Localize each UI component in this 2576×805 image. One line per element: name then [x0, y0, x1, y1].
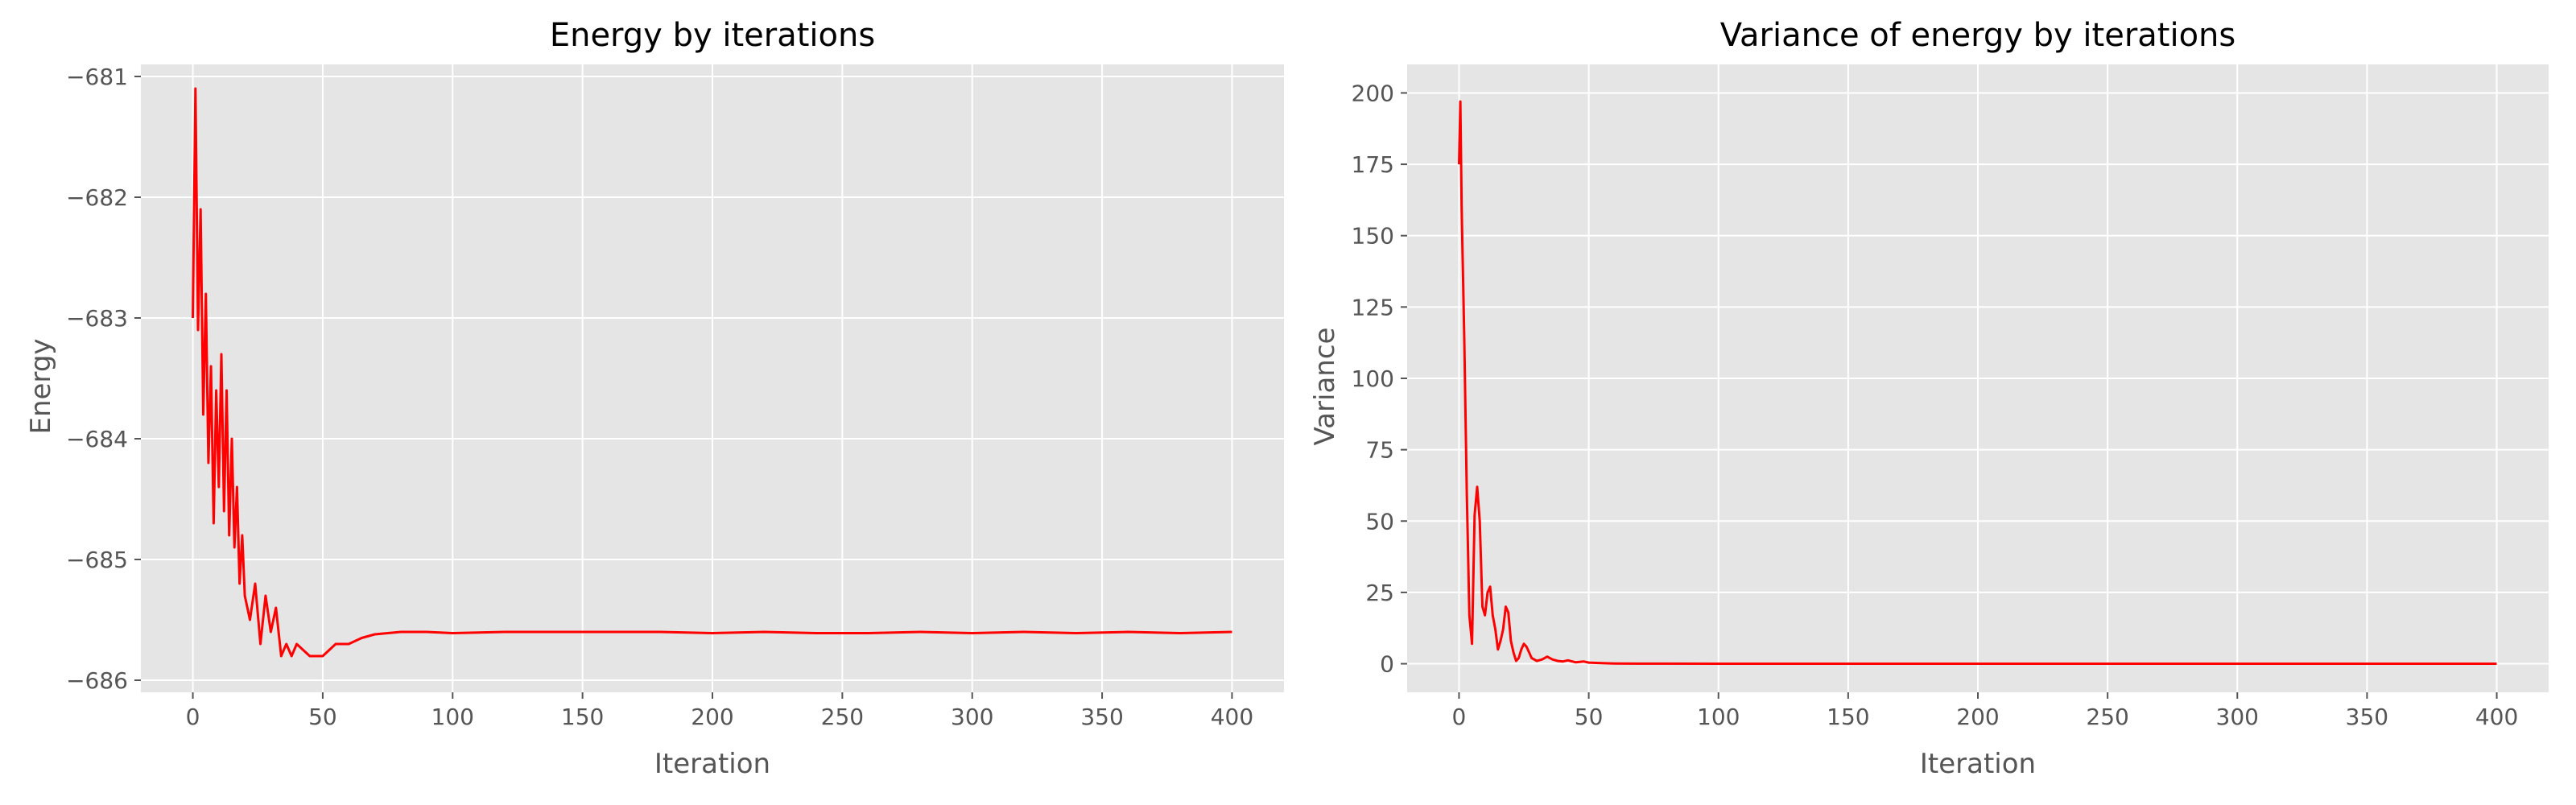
x-tick-label: 0 [1452, 704, 1467, 730]
y-tick-label: 0 [1380, 651, 1394, 678]
variance-chart: Variance of energy by iterations Iterati… [1309, 17, 2549, 780]
y-tick-label: 100 [1352, 365, 1394, 392]
y-tick-label: 25 [1365, 580, 1394, 606]
y-tick-label: 175 [1352, 151, 1394, 178]
x-tick-label: 400 [2475, 704, 2518, 730]
chart-title: Variance of energy by iterations [1720, 17, 2235, 54]
x-tick-label: 250 [821, 704, 864, 730]
x-tick-label: 100 [431, 704, 474, 730]
x-tick-label: 100 [1697, 704, 1740, 730]
y-tick-label: −686 [66, 667, 128, 694]
x-tick-label: 50 [1575, 704, 1604, 730]
y-axis-label: Variance [1309, 328, 1341, 446]
y-tick-label: −684 [66, 426, 128, 452]
y-tick-label: 150 [1352, 223, 1394, 250]
y-tick-label: −683 [66, 305, 128, 332]
y-tick-label: −681 [66, 64, 128, 90]
x-tick-label: 250 [2086, 704, 2128, 730]
x-tick-label: 50 [308, 704, 337, 730]
y-tick-label: 200 [1352, 80, 1394, 106]
x-tick-label: 350 [2346, 704, 2388, 730]
x-tick-label: 200 [691, 704, 733, 730]
x-tick-label: 200 [1956, 704, 1999, 730]
chart-title: Energy by iterations [550, 17, 875, 54]
x-tick-label: 400 [1211, 704, 1253, 730]
y-tick-label: 75 [1365, 437, 1394, 464]
series-line [192, 87, 1232, 658]
x-tick-label: 150 [1827, 704, 1869, 730]
y-tick-label: 125 [1352, 294, 1394, 320]
x-tick-label: 150 [561, 704, 604, 730]
y-axis-label: Energy [25, 338, 57, 434]
x-tick-label: 300 [2216, 704, 2259, 730]
x-tick-label: 300 [951, 704, 993, 730]
energy-chart: Energy by iterations Iteration Energy 0 5… [25, 17, 1284, 780]
x-tick-label: 350 [1080, 704, 1123, 730]
series-line [1458, 100, 2497, 665]
y-tick-label: −682 [66, 184, 128, 211]
x-tick-label: 0 [186, 704, 200, 730]
y-tick-label: −685 [66, 547, 128, 573]
y-tick-label: 50 [1365, 508, 1394, 535]
x-axis-label: Iteration [654, 748, 770, 780]
x-axis-label: Iteration [1920, 748, 2036, 780]
